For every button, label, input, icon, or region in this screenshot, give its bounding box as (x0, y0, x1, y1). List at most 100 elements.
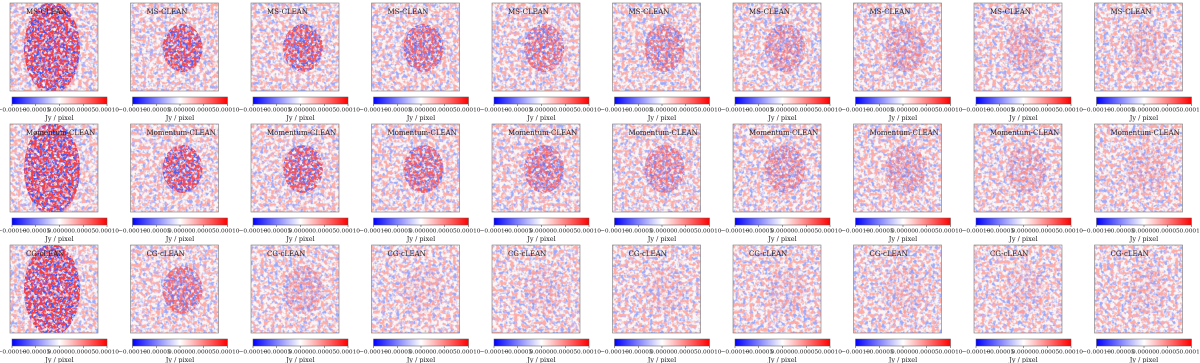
colorbar-label: Jy / pixel (285, 114, 314, 122)
colorbar-label: Jy / pixel (44, 114, 73, 122)
colorbar-tick-label: 0.00000 (771, 229, 795, 235)
source (403, 24, 444, 72)
colorbar-tick-label: 0.00005 (433, 350, 457, 356)
colorbar-label: Jy / pixel (526, 114, 555, 122)
frame (250, 244, 340, 334)
colorbar-tick-label: −0.00010 (962, 108, 991, 114)
source (1126, 266, 1167, 314)
source-noise (885, 145, 926, 193)
colorbar-tick-label: −0.00010 (600, 108, 629, 114)
colorbar-tick-label: −0.00010 (0, 108, 27, 114)
colorbar (373, 217, 469, 226)
colorbar-label: Jy / pixel (888, 114, 917, 122)
colorbar-tick-label: 0.00005 (794, 108, 818, 114)
colorbar-tick-label: −0.00010 (480, 108, 509, 114)
colorbar-tick-label: 0.00005 (71, 350, 95, 356)
colorbar-tick-label: 0.00000 (650, 229, 674, 235)
image (1094, 3, 1183, 91)
colorbar-tick-label: 0.00000 (48, 229, 72, 235)
colorbar-tick-label: −0.00010 (841, 350, 870, 356)
colorbar-tick-label: 0.00005 (192, 108, 216, 114)
frame (130, 123, 219, 213)
colorbar-tick-label: 0.00010 (216, 229, 240, 235)
colorbar-label: Jy / pixel (165, 114, 194, 122)
colorbar (11, 338, 108, 347)
colorbar-tick-label: 0.00000 (1012, 350, 1036, 356)
colorbar-tick-label: 0.00000 (771, 350, 795, 356)
colorbar (1096, 217, 1192, 226)
colorbar-tick-label: −0.00010 (480, 350, 509, 356)
colorbar-tick-label: −0.00005 (744, 108, 773, 114)
image (853, 3, 942, 91)
frame (9, 123, 99, 213)
source (403, 145, 444, 193)
colorbar (734, 338, 831, 347)
colorbar-label: Jy / pixel (1129, 235, 1158, 243)
colorbar-tick-label: 0.00010 (698, 108, 722, 114)
colorbar-tick-label: −0.00005 (985, 350, 1014, 356)
colorbar-tick-label: 0.00005 (192, 229, 216, 235)
colorbar-tick-label: 0.00010 (939, 350, 963, 356)
source-noise (1006, 24, 1046, 72)
colorbar-tick-label: −0.00010 (600, 350, 629, 356)
colorbar-tick-label: 0.00000 (168, 108, 192, 114)
colorbar-tick-label: 0.00010 (95, 108, 119, 114)
image (371, 3, 460, 91)
colorbar-tick-label: 0.00010 (1180, 350, 1200, 356)
colorbar-tick-label: 0.00000 (409, 350, 433, 356)
colorbar (1096, 96, 1192, 105)
source-noise (283, 266, 323, 314)
source (885, 24, 926, 72)
colorbar-tick-label: 0.00010 (939, 108, 963, 114)
colorbar-tick-label: −0.00005 (1106, 108, 1135, 114)
panel-title: CG-cLEAN (629, 250, 667, 258)
panel-title: CG-cLEAN (508, 250, 546, 258)
frame (612, 123, 701, 213)
colorbar-tick-label: 0.00010 (216, 108, 240, 114)
colorbar-tick-label: 0.00000 (891, 229, 915, 235)
source-noise (524, 145, 564, 193)
frame (9, 2, 99, 92)
colorbar-tick-label: 0.00010 (577, 350, 601, 356)
frame (612, 244, 701, 334)
colorbar-tick-label: −0.00010 (239, 108, 268, 114)
frame (853, 2, 942, 92)
panel-title: MS-CLEAN (749, 8, 790, 16)
colorbar (252, 217, 349, 226)
colorbar-tick-label: 0.00000 (289, 229, 313, 235)
frame (491, 2, 581, 92)
colorbar-tick-label: −0.00010 (841, 229, 870, 235)
colorbar-tick-label: −0.00005 (21, 108, 50, 114)
colorbar-tick-label: 0.00010 (457, 350, 481, 356)
source-noise (24, 124, 80, 212)
colorbar (373, 96, 469, 105)
source-noise (1126, 266, 1167, 314)
colorbar-tick-label: 0.00005 (71, 108, 95, 114)
colorbar-tick-label: 0.00010 (818, 350, 842, 356)
colorbar-tick-label: 0.00005 (1035, 108, 1059, 114)
source-noise (162, 145, 203, 193)
colorbar-tick-label: 0.00010 (818, 229, 842, 235)
source (162, 145, 203, 193)
colorbar-tick-label: −0.00010 (1082, 108, 1111, 114)
colorbar-tick-label: −0.00005 (865, 350, 894, 356)
source (283, 24, 323, 72)
panel-title: MS-CLEAN (1111, 8, 1152, 16)
image (612, 245, 701, 333)
frame (1094, 123, 1183, 213)
colorbar (11, 96, 108, 105)
frame (371, 244, 460, 334)
colorbar-tick-label: −0.00005 (865, 229, 894, 235)
source (524, 145, 564, 193)
colorbar-tick-label: 0.00005 (794, 229, 818, 235)
colorbar-tick-label: 0.00005 (553, 350, 577, 356)
